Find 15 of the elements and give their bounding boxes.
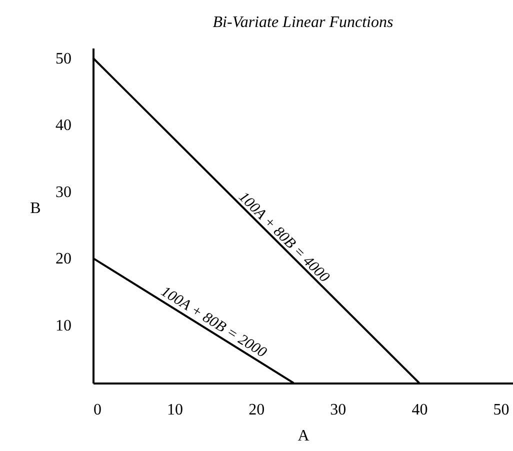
x-tick-label: 10 (167, 402, 184, 418)
x-tick-label: 30 (330, 402, 346, 418)
y-tick-label: 40 (56, 117, 72, 134)
y-tick-label: 50 (56, 50, 72, 68)
y-axis-title: B (30, 200, 41, 217)
x-axis-title: A (298, 428, 310, 444)
y-tick-label: 30 (56, 184, 72, 201)
x-tick-label: 20 (248, 402, 265, 418)
x-tick-label: 50 (493, 402, 510, 418)
annotation: 100A + 80B = 2000 (158, 284, 270, 362)
y-tick-label: 20 (56, 250, 72, 268)
x-tick-label: 0 (94, 402, 102, 418)
y-tick-label: 10 (56, 317, 72, 334)
x-tick-label: 40 (412, 402, 428, 418)
chart-title: Bi-Variate Linear Functions (212, 14, 394, 31)
